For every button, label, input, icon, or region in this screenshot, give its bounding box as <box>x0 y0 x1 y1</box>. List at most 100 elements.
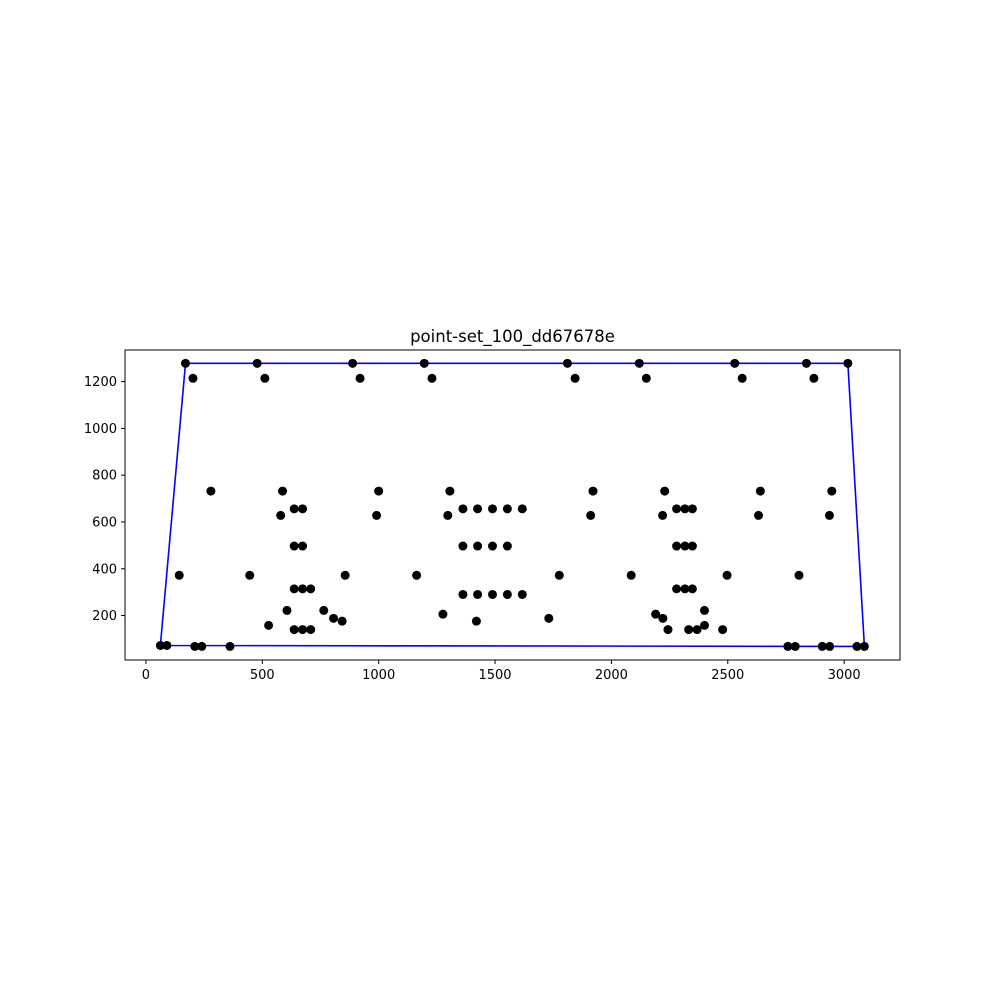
y-tick-label: 600 <box>92 515 117 530</box>
data-point <box>487 504 497 514</box>
data-point <box>660 486 670 496</box>
data-point <box>502 589 512 599</box>
plot-area-frame <box>124 349 901 661</box>
x-tick-label: 1500 <box>478 668 511 683</box>
data-point <box>337 616 347 626</box>
data-point <box>458 589 468 599</box>
data-point <box>473 504 483 514</box>
data-point <box>289 625 299 635</box>
data-point <box>783 641 793 651</box>
data-point <box>206 486 216 496</box>
data-point <box>680 504 690 514</box>
data-point <box>260 373 270 383</box>
x-tick-label: 2500 <box>711 668 744 683</box>
y-tick-label: 1200 <box>84 375 117 390</box>
data-point <box>562 358 572 368</box>
data-point <box>684 625 694 635</box>
data-point <box>700 620 710 630</box>
data-point <box>298 504 308 514</box>
data-point <box>687 541 697 551</box>
x-tick-label: 3000 <box>828 668 861 683</box>
data-point <box>672 584 682 594</box>
data-point <box>517 589 527 599</box>
data-point <box>306 625 316 635</box>
data-point <box>680 584 690 594</box>
data-point <box>162 640 172 650</box>
data-point <box>443 510 453 520</box>
y-tick-label: 1000 <box>84 422 117 437</box>
data-point <box>634 358 644 368</box>
data-point <box>458 504 468 514</box>
data-point <box>626 570 636 580</box>
data-point <box>755 486 765 496</box>
data-point <box>181 358 191 368</box>
data-point <box>340 570 350 580</box>
data-point <box>155 640 165 650</box>
x-tick-label: 2000 <box>595 668 628 683</box>
data-point <box>487 589 497 599</box>
data-point <box>289 584 299 594</box>
data-point <box>570 373 580 383</box>
data-point <box>663 625 673 635</box>
data-point <box>544 613 554 623</box>
data-point <box>809 373 819 383</box>
data-point <box>264 620 274 630</box>
data-point <box>458 541 468 551</box>
data-point <box>473 541 483 551</box>
data-point <box>348 358 358 368</box>
data-point <box>502 541 512 551</box>
data-point <box>658 510 668 520</box>
data-point <box>790 641 800 651</box>
data-point <box>718 625 728 635</box>
data-point <box>722 570 732 580</box>
data-point <box>687 584 697 594</box>
data-point <box>225 641 235 651</box>
data-point <box>658 613 668 623</box>
data-point <box>588 486 598 496</box>
data-point <box>329 613 339 623</box>
x-tick-label: 0 <box>142 668 150 683</box>
data-point <box>412 570 422 580</box>
data-point <box>174 570 184 580</box>
data-point <box>419 358 429 368</box>
data-point <box>730 358 740 368</box>
data-point <box>517 504 527 514</box>
data-point <box>438 609 448 619</box>
data-point <box>306 584 316 594</box>
data-point <box>197 641 207 651</box>
points-layer <box>155 358 869 651</box>
y-tick-label: 400 <box>92 562 117 577</box>
data-point <box>852 641 862 651</box>
data-point <box>298 541 308 551</box>
data-point <box>672 504 682 514</box>
data-point <box>252 358 262 368</box>
data-point <box>859 641 869 651</box>
data-point <box>554 570 564 580</box>
data-point <box>374 486 384 496</box>
data-point <box>586 510 596 520</box>
data-point <box>651 609 661 619</box>
data-point <box>278 486 288 496</box>
data-point <box>427 373 437 383</box>
data-point <box>289 541 299 551</box>
data-point <box>372 510 382 520</box>
data-point <box>825 641 835 651</box>
data-point <box>692 625 702 635</box>
data-point <box>753 510 763 520</box>
data-point <box>487 541 497 551</box>
data-point <box>827 486 837 496</box>
data-point <box>445 486 455 496</box>
data-point <box>672 541 682 551</box>
data-point <box>188 373 198 383</box>
y-tick-label: 800 <box>92 469 117 484</box>
x-axis: 0 500 1000 1500 2000 2500 3000 <box>142 660 861 683</box>
data-point <box>502 504 512 514</box>
data-point <box>700 605 710 615</box>
data-point <box>319 605 329 615</box>
data-point <box>282 605 292 615</box>
data-point <box>680 541 690 551</box>
y-tick-label: 200 <box>92 609 117 624</box>
data-point <box>843 358 853 368</box>
